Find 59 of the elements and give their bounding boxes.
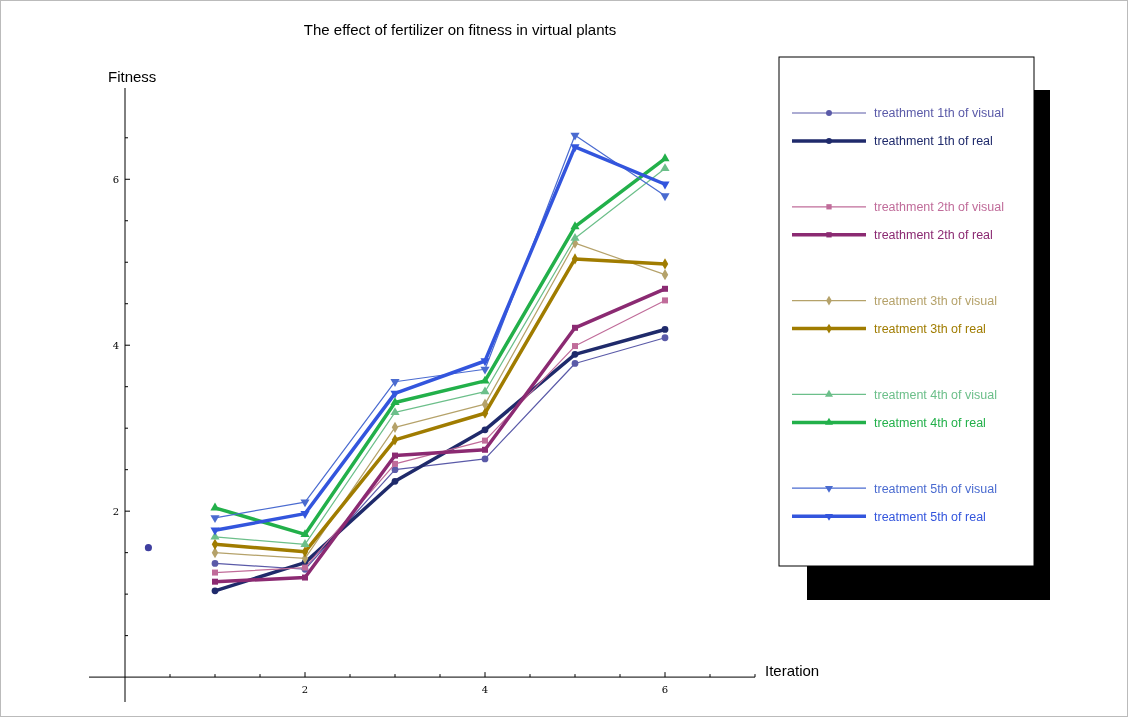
point: [212, 578, 218, 585]
point: [300, 511, 310, 519]
x-tick-label: 2: [301, 684, 309, 696]
point: [482, 446, 488, 453]
text: treatment 4th of real: [874, 415, 986, 430]
text: treatment 3th of visual: [874, 293, 997, 308]
point: [480, 375, 490, 384]
point: [391, 477, 399, 485]
point: [660, 163, 670, 172]
point: [571, 360, 579, 367]
point: [211, 560, 219, 567]
point: [481, 455, 489, 463]
point: [660, 193, 670, 202]
point: [300, 499, 310, 508]
point: [570, 221, 580, 230]
point: [211, 587, 219, 595]
point: [300, 539, 310, 547]
x-tick-label: 4: [481, 684, 489, 696]
point: [390, 407, 400, 416]
point: [570, 144, 580, 153]
point: [302, 574, 308, 581]
point: [390, 379, 400, 387]
text: treatment 5th of visual: [874, 481, 997, 496]
point: [210, 515, 220, 524]
text: treathment 1th of real: [874, 134, 993, 149]
point: [661, 326, 669, 333]
point: [480, 358, 490, 367]
point: [390, 390, 400, 399]
x-axis-title: Iteration: [765, 662, 820, 680]
point: [662, 285, 668, 292]
point: [392, 460, 398, 467]
point: [480, 386, 490, 395]
x-tick-label: 6: [661, 684, 669, 696]
y-axis-title: Fitness: [108, 68, 157, 85]
point: [391, 466, 399, 474]
text: treatment 3th of real: [874, 321, 986, 336]
text: treathment 2th of real: [874, 228, 993, 243]
y-tick-label: 6: [112, 173, 119, 185]
point: [390, 397, 400, 406]
y-tick-label: 2: [112, 505, 119, 517]
y-tick-label: 4: [112, 339, 119, 351]
point: [662, 297, 668, 304]
text: treathment 1th of visual: [874, 106, 1004, 121]
point: [300, 529, 310, 538]
point: [212, 569, 218, 576]
point: [660, 153, 670, 162]
point: [661, 334, 669, 342]
point: [572, 343, 578, 350]
text: treatment 5th of real: [874, 509, 986, 524]
point: [144, 544, 152, 552]
point: [481, 426, 489, 434]
point: [570, 232, 580, 241]
point: [572, 324, 578, 331]
text: treathment 2th of visual: [874, 200, 1004, 215]
point: [571, 350, 579, 358]
point: [392, 452, 398, 459]
chart-title: The effect of fertilizer on fitness in virtual plants: [303, 21, 617, 38]
text: treatment 4th of visual: [874, 387, 997, 402]
point: [482, 437, 488, 444]
